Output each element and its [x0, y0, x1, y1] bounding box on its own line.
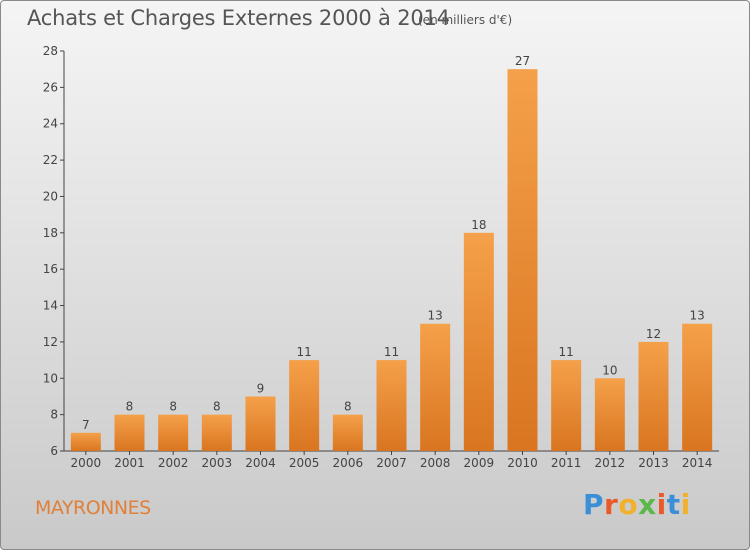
- x-axis-ticks: 2000 2001 2002 2003 2004 2005 2006 2007 2008 2009…: [71, 451, 713, 470]
- bar-2008: [420, 323, 451, 451]
- proxiti-logo: Proxiti: [583, 488, 691, 521]
- logo-letter: r: [604, 488, 619, 521]
- x-tick-label: 2013: [638, 456, 669, 470]
- x-tick-label: 2005: [289, 456, 320, 470]
- x-tick-label: 2011: [551, 456, 582, 470]
- bar-2011: [551, 360, 582, 451]
- logo-letter: P: [583, 488, 605, 521]
- bar-2003: [201, 414, 232, 451]
- y-tick-label: 26: [43, 80, 58, 94]
- bar-value-label: 13: [690, 309, 705, 323]
- y-tick-label: 8: [50, 408, 58, 422]
- x-tick-label: 2002: [158, 456, 189, 470]
- x-tick-label: 2000: [71, 456, 102, 470]
- logo-letter: i: [680, 488, 691, 521]
- bar-value-label: 8: [213, 400, 221, 414]
- y-tick-label: 14: [43, 299, 58, 313]
- x-tick-label: 2006: [333, 456, 364, 470]
- x-tick-label: 2004: [245, 456, 276, 470]
- bar-value-label: 10: [602, 363, 617, 377]
- x-tick-label: 2007: [376, 456, 407, 470]
- x-tick-label: 2014: [682, 456, 713, 470]
- chart-title: Achats et Charges Externes 2000 à 2014: [27, 6, 450, 30]
- place-name: MAYRONNES: [35, 497, 151, 519]
- bar-2012: [594, 378, 625, 451]
- y-tick-label: 24: [43, 117, 58, 131]
- bar-value-label: 11: [559, 345, 574, 359]
- y-tick-label: 16: [43, 262, 58, 276]
- bar-value-label: 8: [126, 400, 134, 414]
- logo-letter: o: [618, 488, 639, 521]
- logo-letter: x: [638, 488, 657, 521]
- x-tick-label: 2008: [420, 456, 451, 470]
- bar-value-label: 8: [344, 400, 352, 414]
- bar-2002: [158, 414, 189, 451]
- bar-2010: [507, 69, 538, 451]
- y-axis-ticks: 6 8 10 12 14 16 18 20 22 24 26 28: [43, 44, 64, 458]
- bars: 7 8 8 8 9 11 8 11 13 18 27 11 10 12 13: [70, 54, 713, 451]
- bar-2004: [245, 396, 276, 451]
- bar-value-label: 12: [646, 327, 661, 341]
- x-tick-label: 2010: [507, 456, 538, 470]
- bar-value-label: 11: [384, 345, 399, 359]
- bar-2007: [376, 360, 407, 451]
- bar-2000: [70, 432, 101, 451]
- chart-subtitle: (en milliers d'€): [418, 13, 513, 27]
- y-tick-label: 22: [43, 153, 58, 167]
- logo-letter: i: [656, 488, 667, 521]
- logo-letter: t: [666, 488, 681, 521]
- y-tick-label: 6: [50, 444, 58, 458]
- bar-value-label: 7: [82, 418, 90, 432]
- bar-2001: [114, 414, 145, 451]
- y-tick-label: 18: [43, 226, 58, 240]
- x-tick-label: 2009: [464, 456, 495, 470]
- bar-value-label: 11: [297, 345, 312, 359]
- x-tick-label: 2012: [595, 456, 626, 470]
- y-tick-label: 10: [43, 371, 58, 385]
- bar-2013: [638, 341, 669, 451]
- bar-2006: [332, 414, 363, 451]
- bar-value-label: 27: [515, 54, 530, 68]
- bar-2014: [682, 323, 713, 451]
- bar-value-label: 9: [257, 381, 265, 395]
- bar-2009: [463, 232, 494, 451]
- bar-value-label: 8: [169, 400, 177, 414]
- x-tick-label: 2001: [114, 456, 145, 470]
- x-tick-label: 2003: [202, 456, 233, 470]
- y-tick-label: 28: [43, 44, 58, 58]
- bar-value-label: 18: [471, 218, 486, 232]
- bar-value-label: 13: [428, 309, 443, 323]
- y-tick-label: 20: [43, 189, 58, 203]
- y-tick-label: 12: [43, 335, 58, 349]
- bar-2005: [289, 360, 320, 451]
